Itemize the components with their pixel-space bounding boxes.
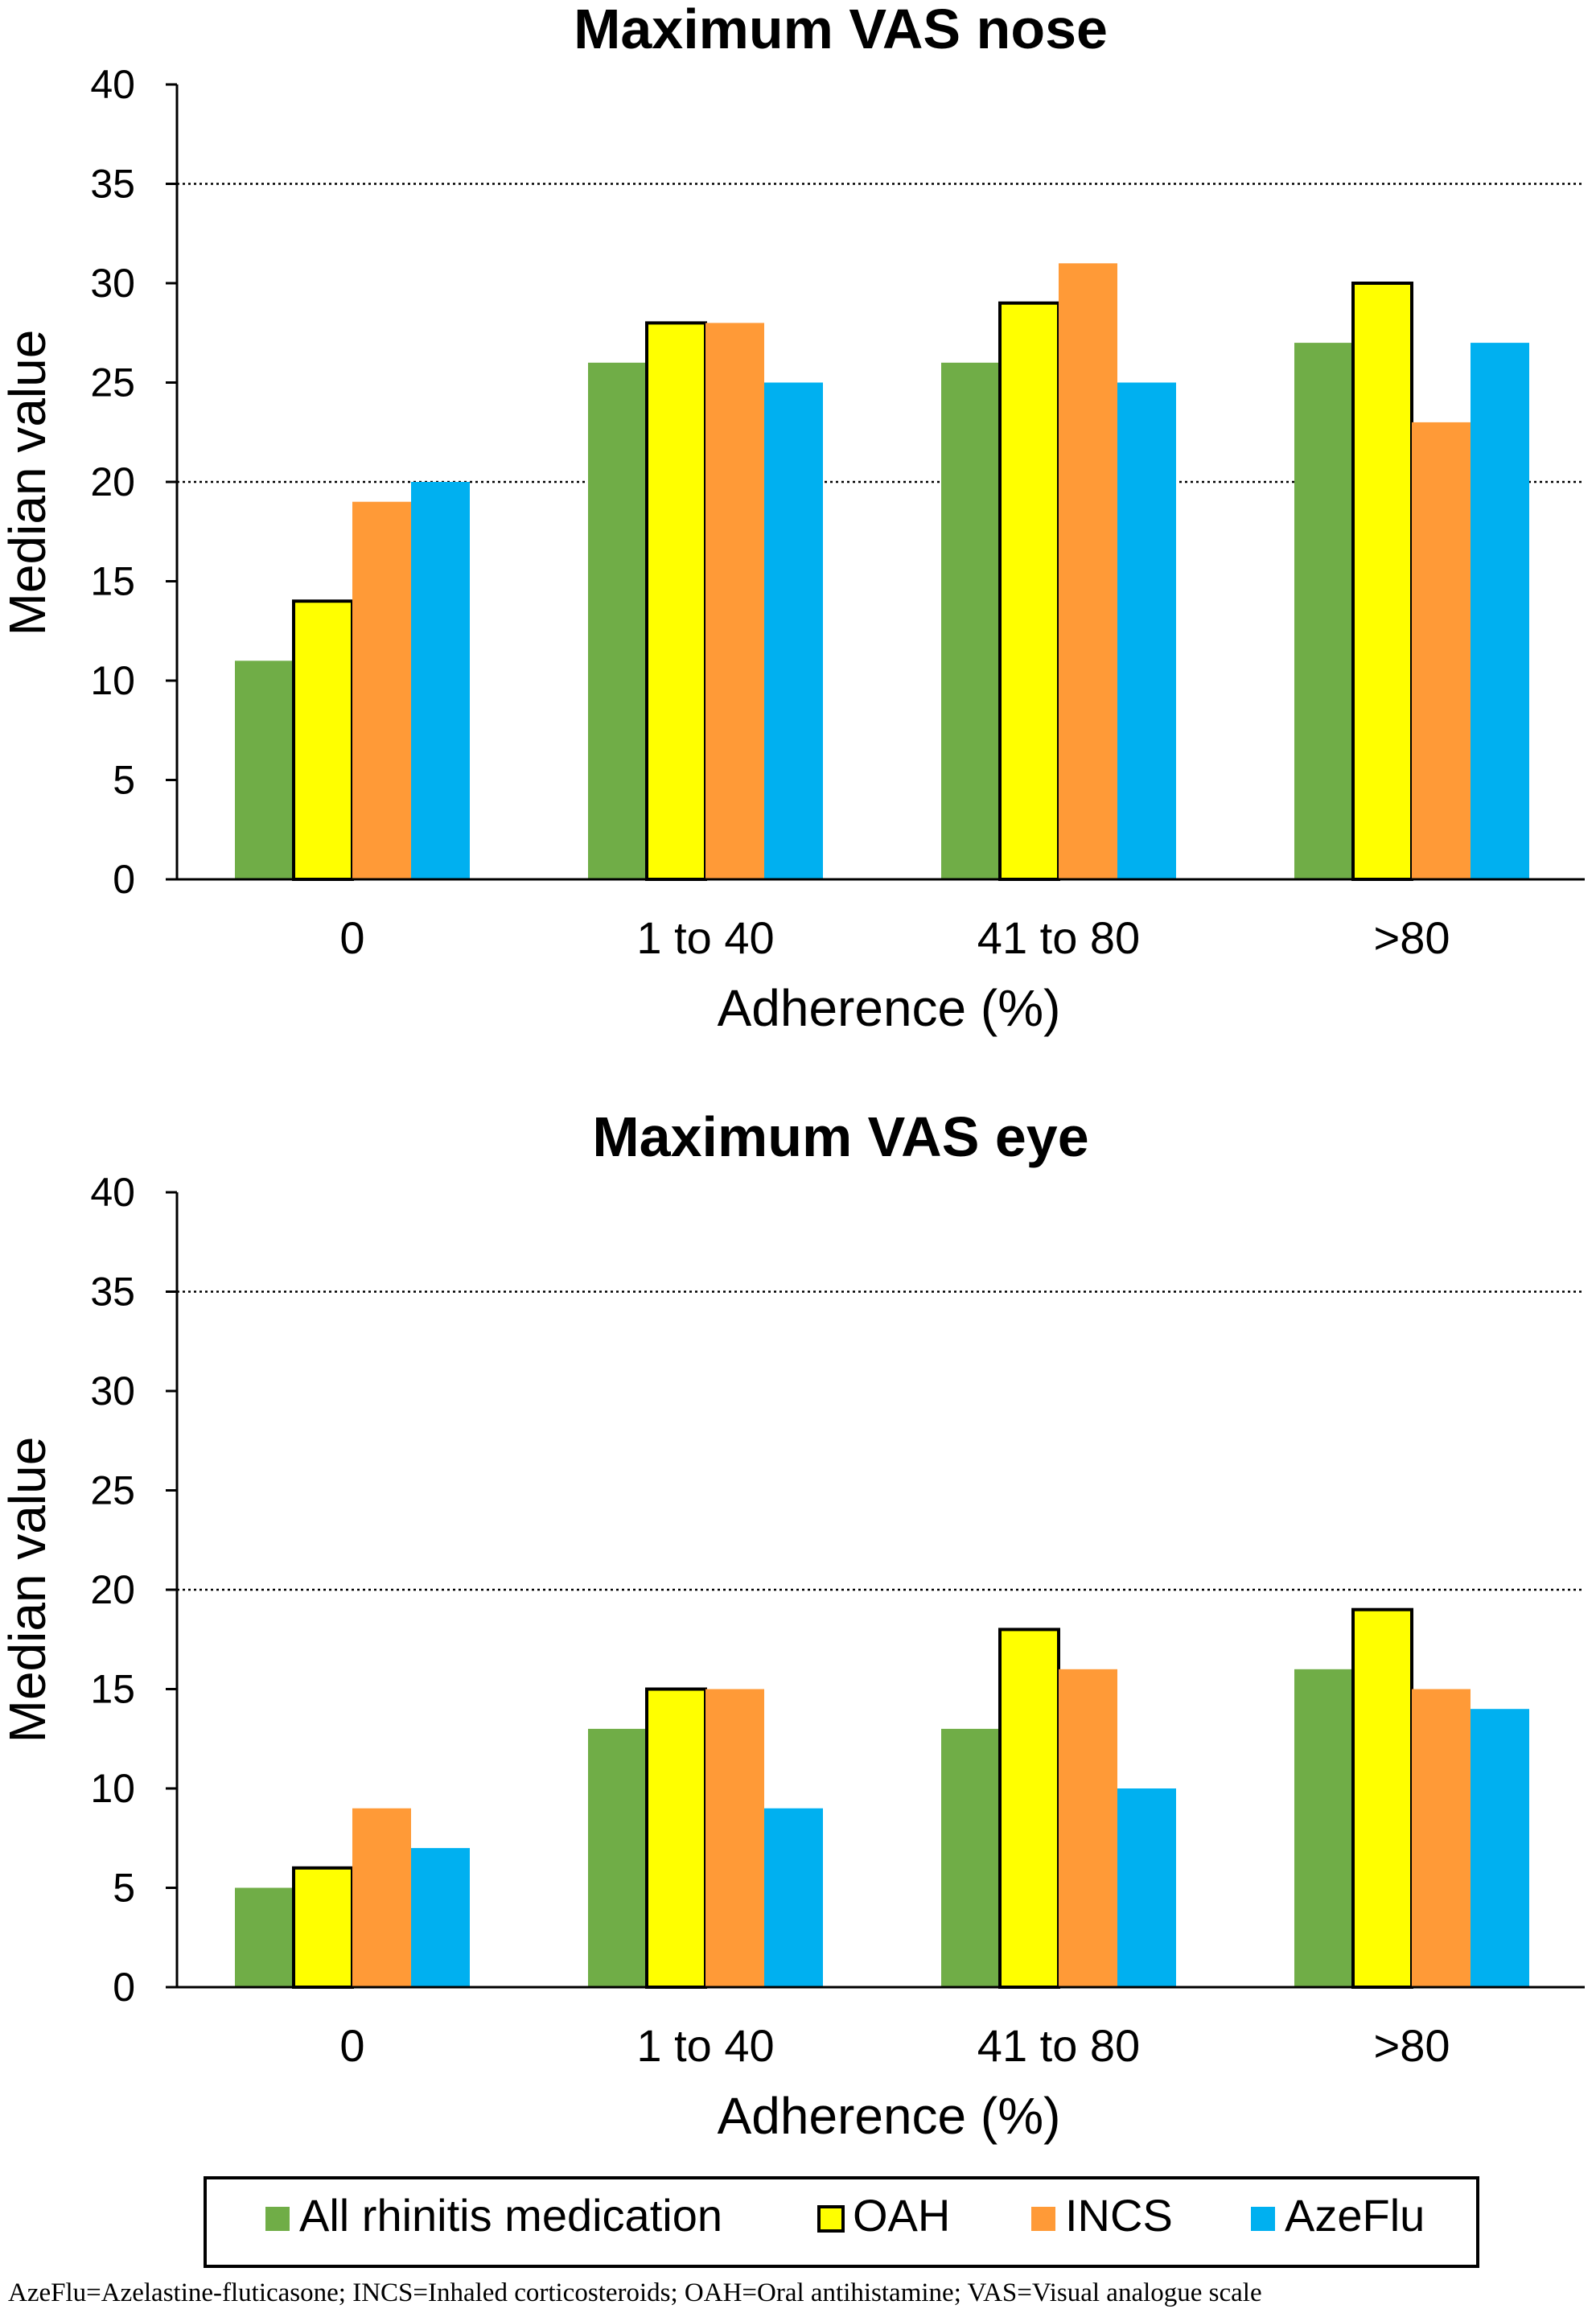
y-tick-label: 0 [113,857,135,902]
y-axis-label: Median value [0,330,56,636]
x-axis-label: Adherence (%) [718,979,1061,1037]
bar-azeflu-0 [411,482,470,879]
x-tick-label: 41 to 80 [977,2020,1140,2071]
bar-oah-2 [998,301,1060,881]
legend-swatch-oah [817,2205,845,2233]
legend-label: INCS [1065,2190,1173,2241]
legend-swatch-all-rhinitis-medication [265,2207,290,2231]
x-axis-label: Adherence (%) [718,2087,1061,2145]
bar-all-rhinitis-medication-0 [235,1887,294,1987]
y-tick-label: 40 [90,1170,135,1215]
bar-azeflu-2 [1117,382,1176,879]
bar-oah-0 [292,1866,354,1990]
legend: All rhinitis medication OAH INCS AzeFlu [204,2176,1479,2268]
x-tick-label: 0 [339,912,364,963]
legend-swatch-azeflu [1251,2207,1275,2231]
chart-panel-1: Maximum VAS nose 0 5 10 15 20 25 30 35 40 0 1 to 40… [0,0,1585,1037]
x-tick-label: 1 to 40 [636,912,774,963]
footnote: AzeFlu=Azelastine-fluticasone; INCS=Inha… [8,2278,1262,2307]
chart-title: Maximum VAS eye [592,1105,1088,1168]
bar-oah-1 [645,1687,707,1989]
legend-label: OAH [853,2190,950,2241]
x-tick-label: 1 to 40 [636,2020,774,2071]
bar-all-rhinitis-medication-1 [588,362,647,879]
bar-azeflu-1 [764,382,823,879]
bar-azeflu-2 [1117,1788,1176,1987]
x-tick-label: 41 to 80 [977,912,1140,963]
bar-all-rhinitis-medication-3 [1294,1669,1353,1987]
legend-swatch-incs [1031,2207,1055,2231]
bar-oah-3 [1351,1607,1413,1989]
bar-oah-1 [645,321,707,881]
bar-incs-3 [1412,1689,1471,1987]
y-tick-label: 30 [90,261,135,306]
y-tick-label: 40 [90,62,135,107]
y-tick-label: 15 [90,559,135,604]
bar-all-rhinitis-medication-2 [941,362,1000,879]
bar-incs-0 [352,1808,411,1987]
x-tick-label: 0 [339,2020,364,2071]
bar-incs-3 [1412,422,1471,879]
legend-label: All rhinitis medication [299,2190,722,2241]
bar-azeflu-3 [1471,343,1529,880]
y-tick-label: 35 [90,1270,135,1315]
y-tick-label: 5 [113,758,135,803]
x-tick-label: >80 [1374,2020,1450,2071]
bar-oah-0 [292,599,354,881]
bar-azeflu-1 [764,1808,823,1987]
y-tick-label: 20 [90,1567,135,1612]
y-tick-label: 25 [90,1468,135,1513]
bar-all-rhinitis-medication-0 [235,661,294,879]
bar-oah-3 [1351,282,1413,881]
bar-azeflu-0 [411,1848,470,1987]
bar-incs-2 [1059,263,1117,879]
y-tick-label: 0 [113,1965,135,2010]
y-tick-label: 35 [90,162,135,207]
y-tick-label: 25 [90,360,135,405]
y-tick-label: 30 [90,1368,135,1414]
bar-incs-1 [705,323,764,879]
x-tick-label: >80 [1374,912,1450,963]
bar-all-rhinitis-medication-1 [588,1728,647,1987]
y-tick-label: 10 [90,658,135,703]
chart-panel-2: Maximum VAS eye 0 5 10 15 20 25 30 35 40 0 1 to 40 4… [0,1105,1585,2145]
y-tick-label: 20 [90,459,135,504]
legend-label: AzeFlu [1285,2190,1425,2241]
chart-title: Maximum VAS nose [574,0,1108,60]
y-axis-label: Median value [0,1437,56,1743]
y-tick-label: 15 [90,1667,135,1712]
bar-all-rhinitis-medication-2 [941,1728,1000,1987]
bar-all-rhinitis-medication-3 [1294,343,1353,880]
bar-incs-2 [1059,1669,1117,1987]
bar-azeflu-3 [1471,1709,1529,1987]
bar-incs-0 [352,501,411,879]
bar-oah-2 [998,1628,1060,1990]
y-tick-label: 10 [90,1766,135,1811]
bar-incs-1 [705,1689,764,1987]
y-tick-label: 5 [113,1866,135,1911]
